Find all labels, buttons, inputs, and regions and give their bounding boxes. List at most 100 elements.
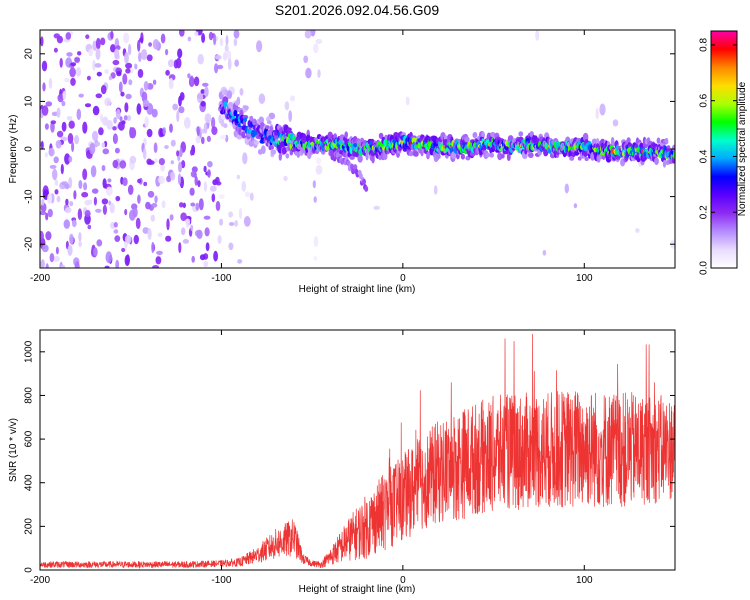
spectrogram-noise-cell <box>84 209 91 218</box>
spectrogram-noise-cell <box>71 141 75 153</box>
spectrogram-noise-cell <box>137 39 141 52</box>
spectrogram-noise-cell <box>100 114 103 123</box>
spectrogram-ytick-label: 20 <box>24 48 35 60</box>
spectrogram-noise-cell <box>313 236 319 248</box>
spectrogram-noise-cell <box>195 135 201 144</box>
spectrogram-noise-cell <box>70 62 77 67</box>
spectrogram-noise-cell <box>55 140 62 149</box>
spectrogram-noise-cell <box>125 93 132 100</box>
spectrogram-noise-cell <box>68 120 75 129</box>
spectrogram-noise-cell <box>105 186 113 196</box>
spectrogram-noise-cell <box>179 202 184 208</box>
spectrogram-noise-cell <box>197 180 201 188</box>
spectrogram-noise-cell <box>249 192 254 201</box>
spectrogram-noise-cell <box>179 92 185 101</box>
spectrogram-noise-cell <box>164 145 169 149</box>
spectrogram-noise-cell <box>91 130 99 142</box>
spectrogram-noise-cell <box>211 193 216 203</box>
snr-trace <box>40 333 675 570</box>
spectrogram-noise-cell <box>49 253 55 263</box>
spectrogram-ridge-cell <box>344 131 349 139</box>
spectrogram-ridge-cell <box>226 90 233 99</box>
spectrogram-noise-cell <box>66 116 73 121</box>
spectrogram-noise-cell <box>201 33 206 43</box>
spectrogram-ridge-cell <box>287 138 291 143</box>
spectrogram-noise-cell <box>54 189 59 195</box>
spectrogram-noise-cell <box>123 32 130 44</box>
spectrogram-noise-cell <box>78 232 82 242</box>
spectrogram-noise-cell <box>91 188 99 194</box>
snr-frame <box>39 329 676 571</box>
spectrogram-noise-cell <box>595 107 599 120</box>
spectrogram-side-cell <box>364 185 369 192</box>
spectrogram-noise-cell <box>241 181 247 192</box>
spectrogram-noise-cell <box>573 203 578 209</box>
spectrogram-ridge-cell <box>527 152 534 159</box>
spectrogram-noise-cell <box>203 260 209 268</box>
spectrogram-noise-cell <box>178 242 182 254</box>
spectrogram-noise-cell <box>64 78 70 83</box>
spectrogram-noise-cell <box>165 48 169 56</box>
spectrogram-noise-cell <box>154 158 158 163</box>
spectrogram-noise-cell <box>180 212 187 221</box>
spectrogram-noise-cell <box>95 48 101 60</box>
spectrogram-noise-cell <box>128 79 133 86</box>
spectrogram-ridge-cell <box>267 120 272 125</box>
spectrogram-noise-cell <box>69 67 76 78</box>
spectrogram-noise-cell <box>244 191 251 198</box>
spectrogram-noise-cell <box>200 100 206 107</box>
spectrogram-noise-cell <box>87 224 92 230</box>
spectrogram-noise-cell <box>142 227 150 234</box>
spectrogram-noise-cell <box>154 195 158 204</box>
spectrogram-ridge-cell <box>242 114 249 120</box>
spectrogram-noise-cell <box>137 178 142 184</box>
spectrogram-noise-cell <box>50 120 57 125</box>
spectrogram-noise-cell <box>86 75 91 81</box>
spectrogram-noise-cell <box>316 157 322 165</box>
spectrogram-noise-cell <box>612 119 619 127</box>
spectrogram-noise-cell <box>201 136 205 145</box>
colorbar-tick-label: 0.2 <box>699 205 710 219</box>
spectrogram-noise-cell <box>113 117 117 124</box>
spectrogram-noise-cell <box>122 177 128 187</box>
spectrogram-ridge-cell <box>569 155 575 161</box>
spectrogram-noise-cell <box>121 247 126 253</box>
spectrogram-ridge-cell <box>662 159 667 168</box>
spectrogram-ridge-cell <box>408 150 414 157</box>
spectrogram-noise-cell <box>125 62 133 69</box>
spectrogram-ytick-label: -10 <box>24 189 35 204</box>
spectrogram-noise-cell <box>96 71 102 77</box>
spectrogram-noise-cell <box>177 48 183 59</box>
spectrogram-noise-cell <box>73 190 77 200</box>
spectrogram-ridge-cell <box>413 151 419 157</box>
spectrogram-noise-cell <box>191 255 195 263</box>
spectrogram-noise-cell <box>304 30 312 39</box>
figure-title: S201.2026.092.04.56.G09 <box>275 2 439 18</box>
spectrogram-noise-cell <box>187 73 191 79</box>
snr-ytick-label: 400 <box>24 474 35 491</box>
spectrogram-noise-cell <box>219 38 224 47</box>
spectrogram-noise-cell <box>64 153 71 165</box>
spectrogram-noise-cell <box>107 178 112 183</box>
spectrogram-noise-cell <box>315 164 323 175</box>
spectrogram-noise-cell <box>115 195 121 202</box>
spectrogram-noise-cell <box>215 181 222 186</box>
spectrogram-noise-cell <box>183 117 191 129</box>
spectrogram-noise-cell <box>152 265 160 268</box>
spectrogram-noise-cell <box>127 184 134 195</box>
spectrogram-noise-cell <box>170 171 176 181</box>
spectrogram-noise-cell <box>200 89 206 94</box>
spectrogram-noise-cell <box>165 69 170 76</box>
spectrogram-noise-cell <box>115 108 121 120</box>
spectrogram-noise-cell <box>225 35 229 46</box>
spectrogram-noise-cell <box>119 116 123 122</box>
spectrogram-ridge-cell <box>506 153 511 161</box>
spectrogram-noise-cell <box>405 96 410 106</box>
spectrogram-noise-cell <box>217 235 222 244</box>
spectrogram-noise-cell <box>202 82 209 87</box>
spectrogram-noise-cell <box>190 202 196 207</box>
spectrogram-xtick-label: -200 <box>30 273 50 284</box>
colorbar-tick-label: 0.0 <box>699 261 710 275</box>
snr-ytick-label: 800 <box>24 387 35 404</box>
